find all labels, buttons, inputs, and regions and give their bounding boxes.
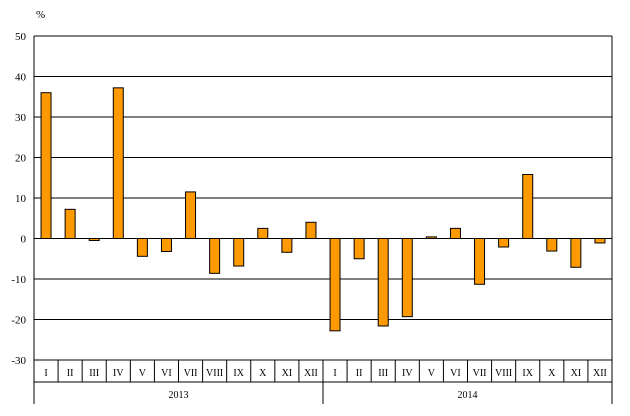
bar: [305, 221, 317, 240]
unit-label: %: [36, 9, 45, 21]
bar: [377, 238, 389, 327]
year-label: 2014: [458, 390, 478, 401]
category-label: VII: [473, 368, 487, 379]
category-label: X: [548, 368, 556, 379]
bar: [185, 191, 197, 240]
bar: [594, 238, 606, 244]
bar: [449, 227, 461, 239]
bar: [64, 208, 76, 239]
y-tick-label: -10: [11, 274, 26, 286]
y-tick-label: 40: [15, 72, 27, 84]
bar: [233, 238, 245, 267]
category-label: III: [378, 368, 388, 379]
category-label: VI: [161, 368, 172, 379]
category-label: VIII: [206, 368, 223, 379]
bar: [353, 238, 365, 260]
axes: [33, 36, 613, 404]
y-tick-label: -20: [11, 315, 26, 327]
category-label: V: [428, 368, 436, 379]
category-label: IX: [522, 368, 533, 379]
category-label: II: [356, 368, 363, 379]
bar: [498, 238, 510, 248]
category-label: IX: [233, 368, 244, 379]
y-axis: 50 40 30 20 10 0 -10 -20 -30: [11, 31, 26, 367]
bar: [112, 87, 124, 239]
bar: [136, 238, 148, 257]
y-tick-label: -30: [11, 355, 26, 367]
category-label: V: [139, 368, 147, 379]
category-label: III: [89, 368, 99, 379]
bar: [474, 238, 486, 285]
bar: [40, 92, 52, 239]
bar: [209, 238, 221, 274]
category-label: II: [67, 368, 74, 379]
bar: [401, 238, 413, 318]
year-label: 2013: [169, 390, 189, 401]
bars: [40, 87, 606, 332]
bar: [281, 238, 293, 253]
bar: [570, 238, 582, 268]
bar: [160, 238, 172, 252]
category-label: XI: [571, 368, 582, 379]
category-label: IV: [402, 368, 413, 379]
category-label: XII: [304, 368, 318, 379]
category-label: VII: [184, 368, 198, 379]
y-tick-label: 0: [21, 234, 27, 246]
year-axis: 2013 2014: [169, 390, 478, 401]
bar: [522, 174, 534, 239]
category-label: VI: [450, 368, 461, 379]
category-label: VIII: [495, 368, 512, 379]
category-label: X: [259, 368, 267, 379]
category-label: XI: [282, 368, 293, 379]
category-label: I: [44, 368, 47, 379]
category-label: IV: [113, 368, 124, 379]
bar: [329, 238, 341, 332]
bar: [546, 238, 558, 252]
bar: [257, 227, 269, 239]
category-axis: I II III IV V VI VII VIII IX X XI XII I II III IV V VI VII…: [44, 368, 607, 379]
category-label: XII: [593, 368, 607, 379]
y-tick-label: 30: [15, 112, 27, 124]
y-tick-label: 50: [15, 31, 27, 43]
category-label: I: [333, 368, 336, 379]
y-tick-label: 20: [15, 153, 27, 165]
y-tick-label: 10: [15, 193, 27, 205]
